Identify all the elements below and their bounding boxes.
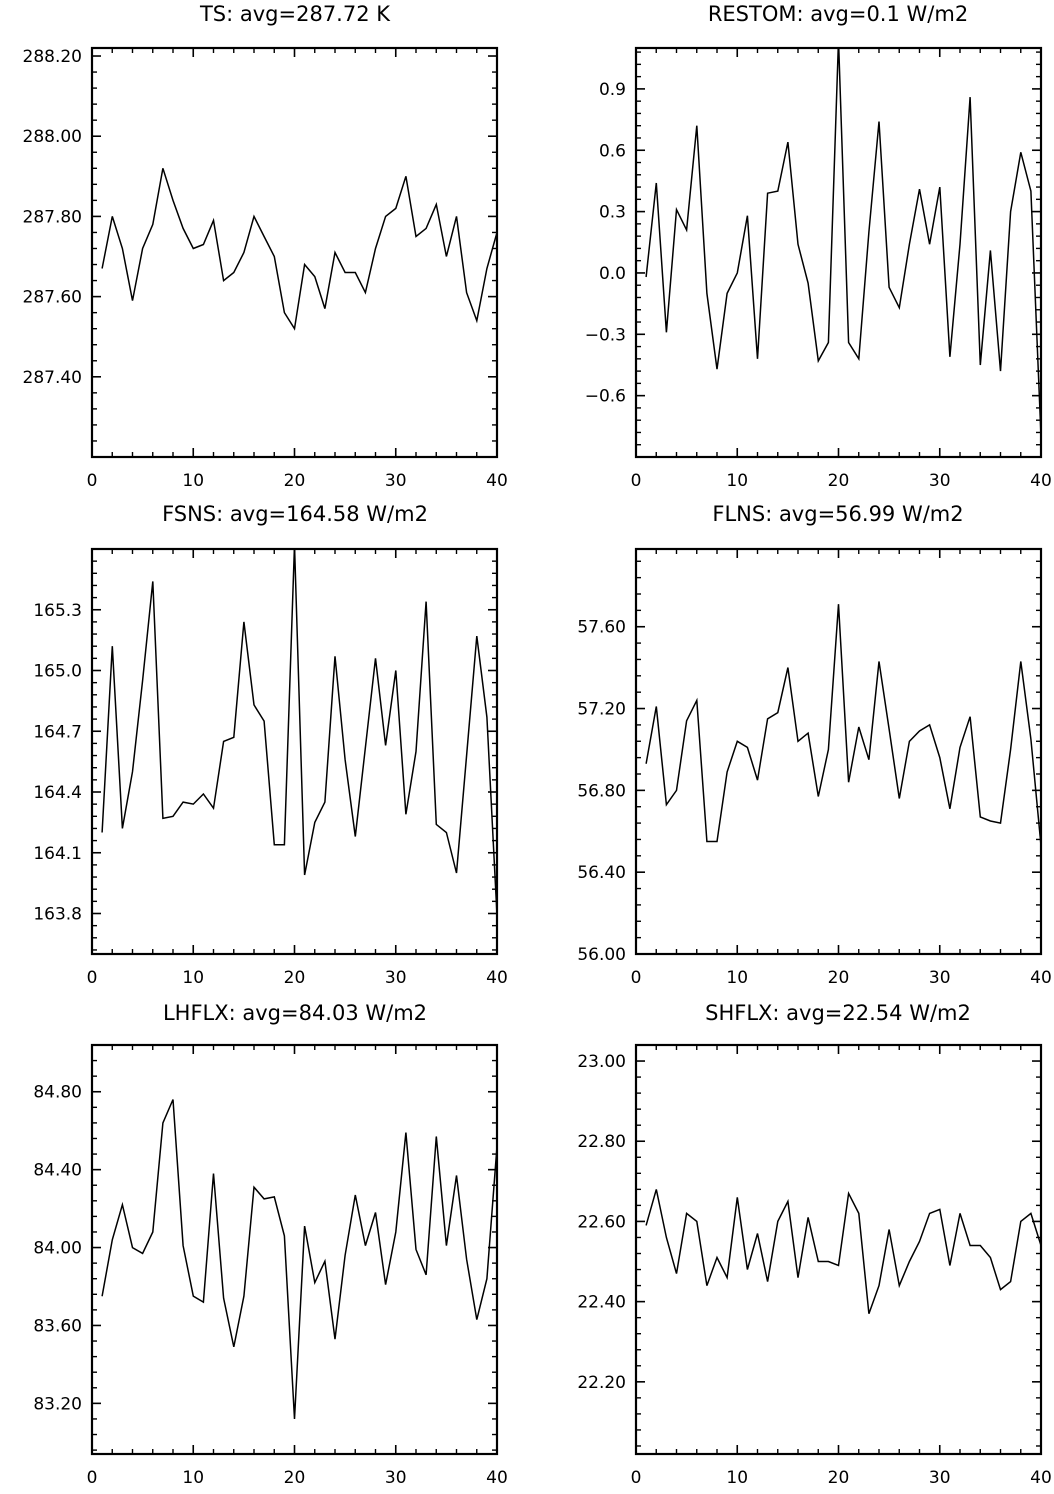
plot-frame [90, 1043, 499, 1456]
x-tick-label: 0 [87, 1468, 98, 1488]
y-tick-label: 165.3 [33, 601, 82, 621]
x-tick-label: 30 [385, 968, 407, 988]
x-tick-label: 20 [828, 471, 850, 491]
y-tick-label: 0.9 [599, 80, 626, 100]
x-tick-label: 0 [631, 968, 642, 988]
y-tick-label: 164.4 [33, 783, 82, 803]
plot-frame [634, 46, 1043, 459]
y-tick-label: 56.80 [577, 781, 626, 801]
y-tick-label: 56.00 [577, 945, 626, 965]
x-tick-label: 10 [726, 471, 748, 491]
y-tick-label: 83.60 [33, 1316, 82, 1336]
panel-shflx: SHFLX: avg=22.54 W/m2 0 10 20 30 40 22.20 22.4… [577, 1001, 1051, 1488]
panel-title: SHFLX: avg=22.54 W/m2 [705, 1001, 971, 1025]
panel-fsns: FSNS: avg=164.58 W/m2 0 10 20 30 40 163.8 164.… [33, 502, 507, 988]
x-tick-label: 30 [385, 1468, 407, 1488]
panel-title: LHFLX: avg=84.03 W/m2 [163, 1001, 427, 1025]
y-tick-label: 0.6 [599, 141, 626, 161]
y-tick-label: 165.0 [33, 662, 82, 682]
y-tick-label: 163.8 [33, 905, 82, 925]
plot-frame [90, 547, 499, 956]
x-tick-label: 20 [828, 1468, 850, 1488]
panel-title: FSNS: avg=164.58 W/m2 [162, 502, 428, 526]
y-tick-label: 164.1 [33, 844, 82, 864]
x-tick-label: 40 [486, 471, 508, 491]
data-line [101, 1099, 497, 1419]
panel-restom: RESTOM: avg=0.1 W/m2 0 10 20 30 40 −0.6 −0.3 0.… [585, 2, 1052, 491]
data-line [645, 1189, 1041, 1314]
x-tick-label: 20 [284, 968, 306, 988]
x-tick-label: 0 [87, 968, 98, 988]
x-tick-label: 30 [929, 968, 951, 988]
x-tick-label: 10 [182, 471, 204, 491]
plot-frame [634, 547, 1043, 956]
x-tick-label: 20 [284, 1468, 306, 1488]
x-tick-label: 40 [486, 968, 508, 988]
y-tick-label: 84.80 [33, 1083, 82, 1103]
y-tick-label: 164.7 [33, 722, 82, 742]
x-tick-label: 20 [828, 968, 850, 988]
y-tick-label: 287.60 [23, 288, 82, 308]
data-line [645, 604, 1041, 846]
data-line [101, 168, 497, 331]
y-tick-label: 22.20 [577, 1373, 626, 1393]
y-tick-label: 57.20 [577, 700, 626, 720]
x-tick-label: 0 [87, 471, 98, 491]
x-tick-label: 10 [726, 968, 748, 988]
y-tick-label: 22.80 [577, 1132, 626, 1152]
y-tick-label: 288.20 [23, 47, 82, 67]
data-line [101, 549, 497, 916]
y-tick-label: 0.0 [599, 264, 626, 284]
y-tick-label: −0.6 [585, 387, 626, 407]
panel-title: FLNS: avg=56.99 W/m2 [712, 502, 963, 526]
x-tick-label: 10 [726, 1468, 748, 1488]
y-tick-label: 0.3 [599, 203, 626, 223]
x-tick-label: 30 [929, 471, 951, 491]
x-tick-label: 10 [182, 968, 204, 988]
x-tick-label: 30 [929, 1468, 951, 1488]
data-line [645, 48, 1041, 437]
x-tick-label: 40 [1030, 471, 1052, 491]
panel-lhflx: LHFLX: avg=84.03 W/m2 0 10 20 30 40 83.20 83.6… [33, 1001, 507, 1488]
y-tick-label: 288.00 [23, 127, 82, 147]
x-tick-label: 40 [1030, 968, 1052, 988]
y-tick-label: 23.00 [577, 1052, 626, 1072]
y-tick-label: 287.80 [23, 207, 82, 227]
y-tick-label: 83.20 [33, 1394, 82, 1414]
x-tick-label: 30 [385, 471, 407, 491]
y-tick-label: 84.00 [33, 1239, 82, 1259]
y-tick-label: 84.40 [33, 1161, 82, 1181]
x-tick-label: 0 [631, 471, 642, 491]
plot-frame [90, 46, 499, 459]
y-tick-label: 57.60 [577, 618, 626, 638]
x-tick-label: 20 [284, 471, 306, 491]
y-tick-label: 287.40 [23, 368, 82, 388]
panel-ts: TS: avg=287.72 K 0 10 20 30 40 287.40 287.60 28… [23, 2, 508, 491]
y-tick-label: 22.60 [577, 1212, 626, 1232]
x-tick-label: 10 [182, 1468, 204, 1488]
x-tick-label: 40 [486, 1468, 508, 1488]
y-tick-label: −0.3 [585, 325, 626, 345]
y-tick-label: 56.40 [577, 863, 626, 883]
panel-title: RESTOM: avg=0.1 W/m2 [708, 2, 968, 26]
x-tick-label: 40 [1030, 1468, 1052, 1488]
x-tick-label: 0 [631, 1468, 642, 1488]
panel-title: TS: avg=287.72 K [199, 2, 391, 26]
y-tick-label: 22.40 [577, 1293, 626, 1313]
panel-flns: FLNS: avg=56.99 W/m2 0 10 20 30 40 56.00 56.40… [577, 502, 1051, 988]
plot-frame [634, 1043, 1043, 1456]
